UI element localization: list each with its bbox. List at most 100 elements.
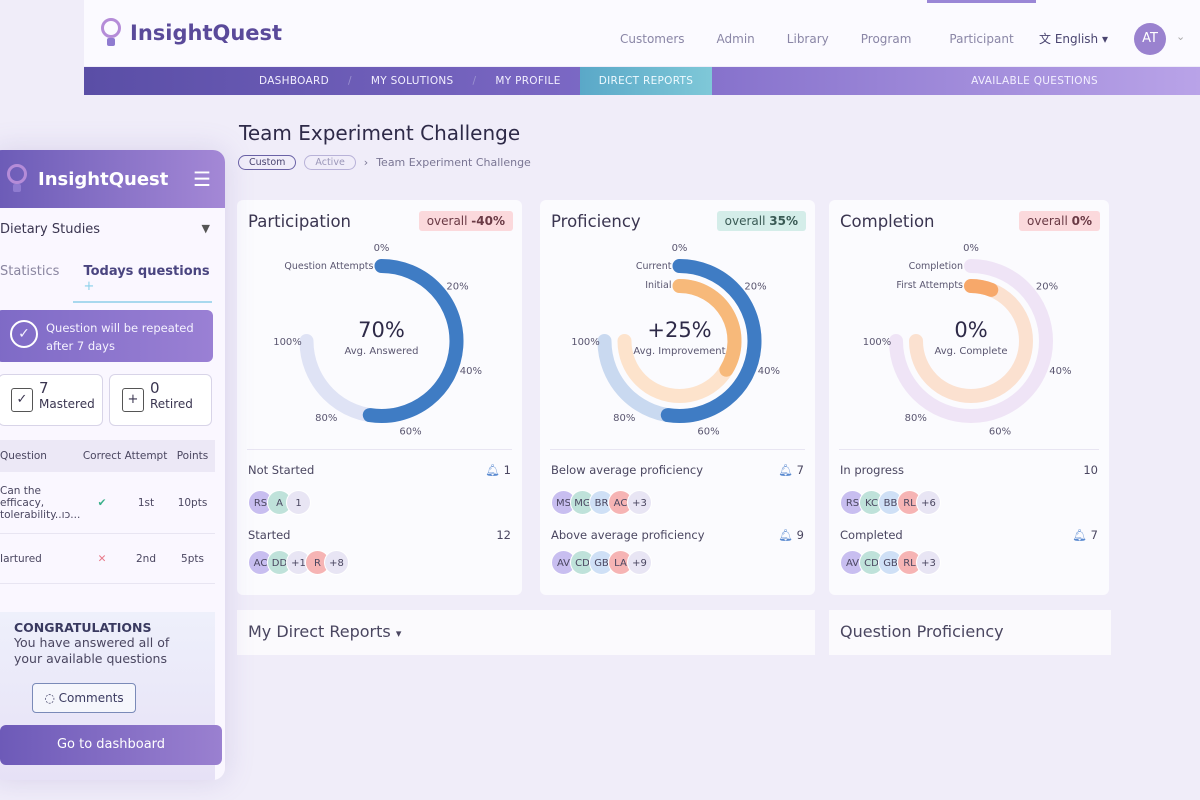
- tag-active[interactable]: Active: [304, 155, 356, 170]
- user-avatar[interactable]: AT: [1134, 23, 1166, 55]
- lightbulb-icon: [6, 164, 28, 194]
- bell-icon: 🔔︎: [485, 463, 504, 477]
- section-count: 🔔︎ 9: [778, 528, 804, 542]
- avatar-group: RS KC BB RL +6: [840, 490, 941, 515]
- col-question: Question: [0, 450, 47, 462]
- divider: [839, 449, 1099, 450]
- gauge-tick-label: 0%: [672, 243, 688, 254]
- points: 10pts: [177, 496, 208, 509]
- top-nav: Customers Admin Library Program Particip…: [604, 0, 1036, 66]
- gauge-legend-label: Initial: [645, 280, 671, 291]
- table-row[interactable]: Can the efficacy, tolerability..ıɔ... ✔ 1s…: [0, 472, 215, 534]
- comment-icon: ◌: [44, 691, 59, 705]
- tab-my-profile[interactable]: MY PROFILE: [495, 75, 561, 87]
- col-points: Points: [176, 450, 209, 462]
- section-header: Not Started 🔔︎ 1: [248, 463, 511, 477]
- comments-button[interactable]: ◌ Comments: [32, 683, 136, 713]
- gauge-tick-label: 0%: [374, 243, 390, 254]
- gauge-tick-label: 0%: [963, 243, 979, 254]
- tab-statistics[interactable]: Statistics: [0, 264, 60, 279]
- nav-admin[interactable]: Admin: [716, 32, 755, 46]
- program-select[interactable]: Dietary Studies ▼: [0, 222, 210, 237]
- gauge-center-value: 70%: [358, 318, 405, 342]
- hamburger-menu-icon[interactable]: ☰: [193, 167, 211, 191]
- my-direct-reports-panel[interactable]: My Direct Reports ▾: [237, 610, 815, 655]
- gauge-chart: Completion First Attempts 0% 20% 40% 60% 80% 10…: [863, 243, 1072, 437]
- gauge-tick-label: 40%: [1049, 366, 1071, 377]
- avatar[interactable]: +3: [916, 550, 941, 575]
- avatar[interactable]: +6: [916, 490, 941, 515]
- tab-available-questions[interactable]: AVAILABLE QUESTIONS: [971, 75, 1098, 87]
- tab-my-solutions[interactable]: MY SOLUTIONS: [370, 75, 454, 87]
- breadcrumb-current: Team Experiment Challenge: [376, 156, 531, 169]
- repeat-text: Question will be repeated after 7 days: [46, 321, 194, 353]
- gauge-center-label: Avg. Answered: [345, 346, 419, 357]
- go-to-dashboard-button[interactable]: Go to dashboard: [0, 725, 222, 765]
- overall-badge: overall -40%: [418, 211, 513, 231]
- gauge-tick-label: 100%: [571, 337, 600, 348]
- gauge-center-value: 0%: [954, 318, 987, 342]
- gauge-center-label: Avg. Complete: [934, 346, 1007, 357]
- nav-library[interactable]: Library: [786, 32, 829, 46]
- mastered-label: Mastered: [39, 397, 95, 411]
- section-header: Completed 🔔︎ 7: [840, 528, 1098, 542]
- gauge-legend-label: Question Attempts: [284, 261, 373, 272]
- congrats-title: CONGRATULATIONS: [14, 620, 152, 635]
- divider: [247, 449, 512, 450]
- card-title: Participation: [248, 212, 352, 231]
- calendar-plus-icon: +: [122, 388, 144, 412]
- avatar[interactable]: +9: [627, 550, 652, 575]
- section-header: Below average proficiency 🔔︎ 7: [551, 463, 804, 477]
- tab-direct-reports[interactable]: DIRECT REPORTS: [579, 67, 713, 95]
- divider: /: [472, 75, 477, 87]
- mobile-header: InsightQuest ☰: [0, 150, 225, 208]
- plus-icon: +: [83, 279, 95, 294]
- mobile-tabs: Statistics Todays questions +: [0, 264, 212, 303]
- count: 1: [503, 463, 511, 477]
- panel-title: Question Proficiency: [840, 622, 1004, 641]
- nav-program[interactable]: Program: [860, 32, 912, 46]
- gauge-arc-initial: [672, 279, 742, 377]
- avatar[interactable]: CD: [859, 550, 884, 575]
- gauge-arc-question-attempts: [362, 259, 464, 423]
- language-select[interactable]: 文 English ▾: [1039, 32, 1109, 46]
- section-count: 🔔︎ 7: [778, 463, 804, 477]
- section-count: 🔔︎ 1: [485, 463, 511, 477]
- check-badge-icon: ✓: [10, 320, 38, 348]
- avatar[interactable]: +3: [627, 490, 652, 515]
- section-header: Started 12: [248, 528, 511, 542]
- incorrect-x-icon: ✕: [97, 552, 107, 565]
- badge-value: 35%: [769, 214, 798, 228]
- breadcrumb-sep: ›: [363, 156, 369, 169]
- checkbox-icon: ✓: [11, 388, 33, 412]
- chevron-down-icon[interactable]: ⌄: [1176, 30, 1186, 43]
- question-text: Iartured: [0, 552, 42, 565]
- retired-stat: +0 Retired: [109, 374, 212, 426]
- section-count: 10: [1083, 463, 1098, 477]
- tab-dashboard[interactable]: DASHBOARD: [259, 75, 330, 87]
- avatar[interactable]: 1: [286, 490, 311, 515]
- avatar-group: MS MG BR AC +3: [551, 490, 652, 515]
- nav-participant[interactable]: Participant: [927, 0, 1036, 66]
- gauge-tick-label: 20%: [1036, 282, 1058, 293]
- overall-badge: overall 0%: [1019, 211, 1100, 231]
- bell-icon: 🔔︎: [1072, 528, 1091, 542]
- brand-logo[interactable]: InsightQuest: [100, 18, 282, 48]
- gauge-tick-label: 80%: [315, 413, 337, 424]
- nav-customers[interactable]: Customers: [620, 32, 685, 46]
- avatar[interactable]: +8: [324, 550, 349, 575]
- tab-todays-questions[interactable]: Todays questions +: [73, 264, 212, 303]
- gauge-tick-label: 60%: [697, 426, 719, 437]
- tag-custom[interactable]: Custom: [238, 155, 297, 170]
- bell-icon: 🔔︎: [778, 463, 797, 477]
- badge-prefix: overall: [724, 214, 770, 228]
- attempt: 2nd: [135, 552, 156, 565]
- comments-label: Comments: [58, 691, 124, 705]
- gauge-arc-current: [660, 259, 762, 423]
- gauge-chart: Current Initial 0% 20% 40% 60% 80% 100% +25% Avg.…: [571, 243, 780, 437]
- sub-nav: DASHBOARD / MY SOLUTIONS / MY PROFILE DIRE…: [84, 67, 1200, 95]
- card-proficiency: Proficiency overall 35% Current Initial 0%…: [540, 200, 815, 595]
- table-row[interactable]: Iartured ✕ 2nd 5pts: [0, 534, 215, 584]
- divider: /: [348, 75, 352, 87]
- section-header: Above average proficiency 🔔︎ 9: [551, 528, 804, 542]
